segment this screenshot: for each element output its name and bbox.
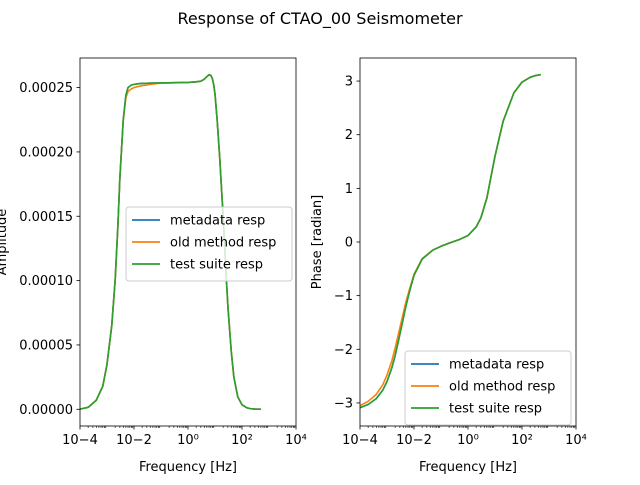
x-tick-label: 10−4 [342,433,378,448]
x-axis-label: Frequency [Hz] [139,460,237,475]
figure-title: Response of CTAO_00 Seismometer [177,9,463,29]
y-tick-label: 0.00015 [19,210,73,225]
y-tick-label: 0.00025 [19,81,73,96]
y-tick-label: −1 [334,289,353,304]
legend: metadata resp old method resp test suite r… [404,350,572,426]
x-axis-label: Frequency [Hz] [419,460,517,475]
y-tick-label: 0.00020 [19,145,73,160]
x-tick-label: 10⁰ [177,433,199,448]
legend-label: old method resp [170,236,276,251]
y-tick-label: 3 [345,75,353,90]
y-tick-label: −2 [334,343,353,358]
series-line-test-suite-resp [360,73,542,409]
legend: metadata resp old method resp test suite r… [125,206,293,282]
amplitude-plot: 10−4 10−2 10⁰ 10² 10⁴ 0.00000 0.00005 0.00010 0.… [0,57,307,475]
x-tick-label: 10−2 [116,433,152,448]
legend-box [404,350,572,426]
y-tick-label: 0.00010 [19,274,73,289]
y-tick-label: 0.00005 [19,338,73,353]
phase-plot: 10−4 10−2 10⁰ 10² 10⁴ −3 −2 −1 0 1 2 3 Frequency [Hz… [310,57,587,475]
y-tick-label: 1 [345,182,353,197]
x-tick-label: 10−4 [62,433,98,448]
legend-label: metadata resp [449,358,544,373]
legend-label: test suite resp [449,402,542,417]
x-tick-label: 10⁴ [565,433,587,448]
y-tick-label: −3 [334,396,353,411]
y-tick-label: 2 [345,128,353,143]
y-axis-label: Phase [radian] [310,195,325,289]
y-tick-label: 0 [345,236,353,251]
series-line-test-suite-resp [80,73,261,411]
legend-label: old method resp [449,380,555,395]
x-tick-label: 10⁰ [457,433,479,448]
y-axis-label: Amplitude [0,209,10,276]
legend-label: test suite resp [170,258,263,273]
y-tick-label: 0.00000 [19,403,73,418]
x-tick-label: 10⁴ [285,433,307,448]
legend-box [125,206,293,282]
legend-label: metadata resp [170,214,265,229]
x-tick-label: 10² [231,433,253,448]
x-tick-label: 10−2 [396,433,432,448]
x-tick-label: 10² [511,433,533,448]
